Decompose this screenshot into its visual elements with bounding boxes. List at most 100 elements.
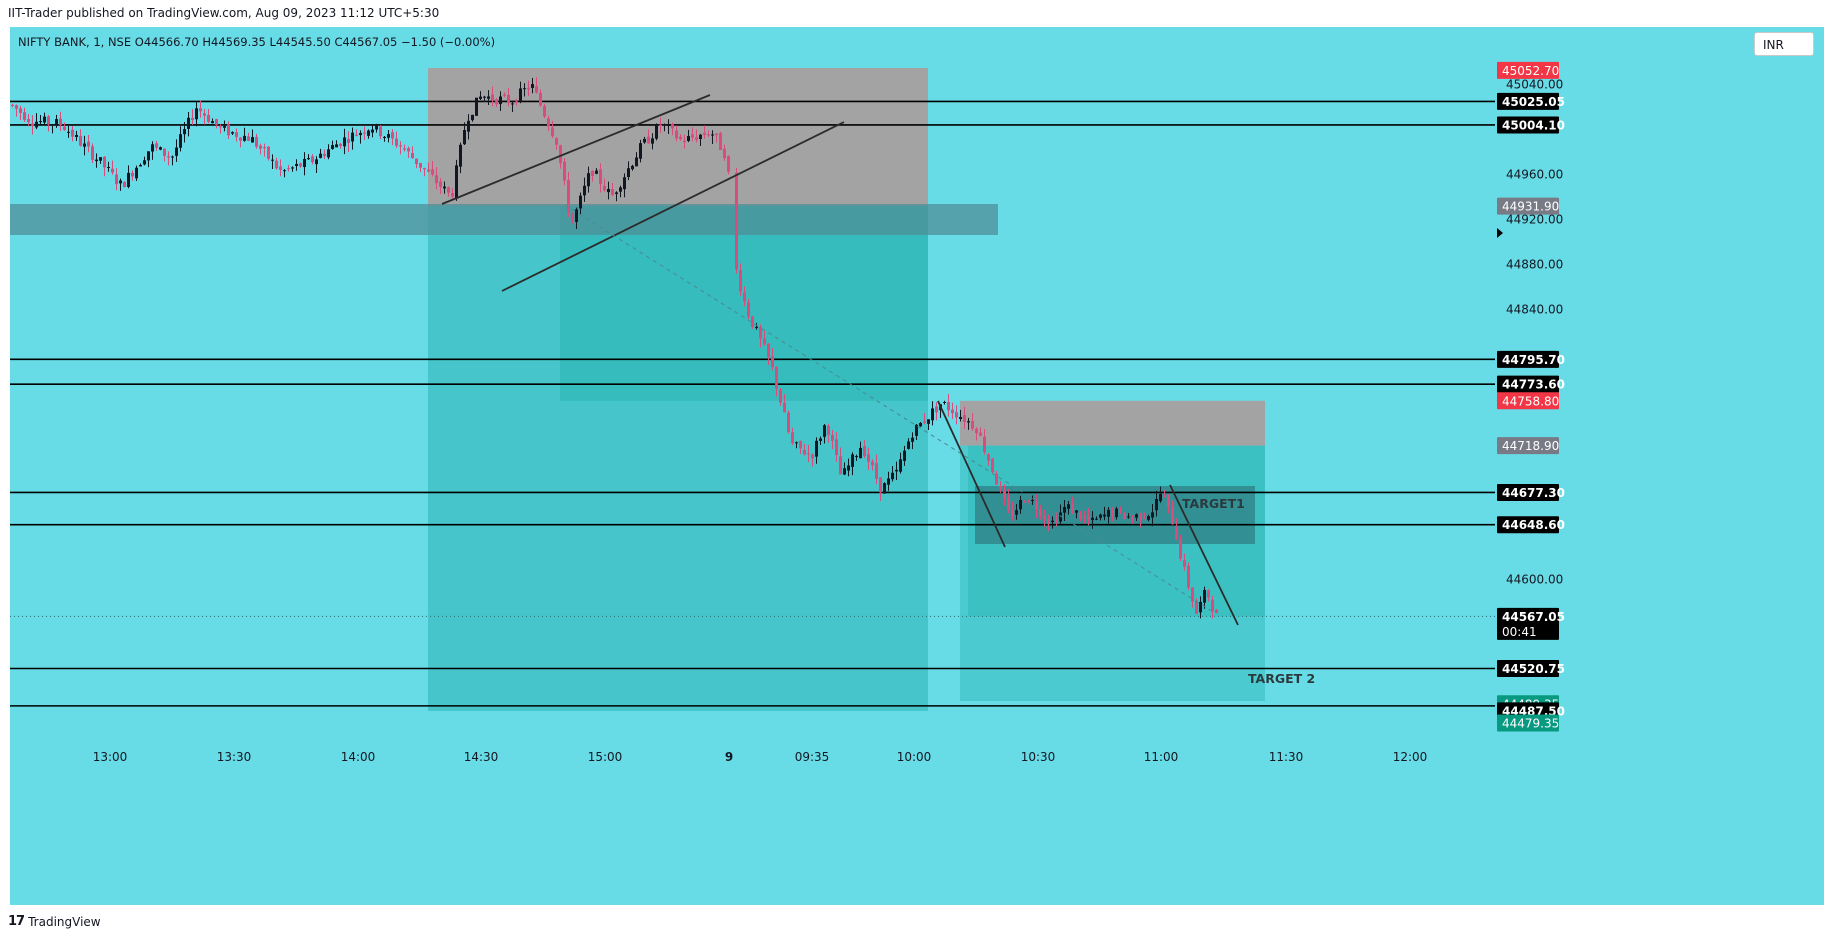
candle-body: [1039, 509, 1042, 517]
supply-zone-band[interactable]: [10, 204, 998, 235]
price-axis-background[interactable]: [1497, 27, 1824, 905]
candle-body: [1083, 516, 1086, 518]
price-tag[interactable]: [1497, 437, 1559, 455]
candle-body: [151, 144, 154, 152]
candle-body: [247, 136, 250, 141]
candle-body: [643, 138, 646, 143]
candle-body: [407, 148, 410, 152]
candle-body: [259, 145, 262, 149]
candle-body: [223, 125, 226, 128]
time-axis-tick: 11:30: [1269, 750, 1304, 764]
price-tag[interactable]: [1497, 116, 1559, 134]
price-tag[interactable]: [1497, 61, 1559, 79]
price-tag-label: 44795.70: [1502, 353, 1565, 367]
candle-body: [175, 147, 178, 156]
candle-body: [411, 153, 414, 159]
candle-body: [387, 134, 390, 138]
candle-body: [1131, 517, 1134, 519]
candle-body: [51, 124, 54, 126]
candle-body: [855, 456, 858, 458]
candle-body: [1055, 519, 1058, 523]
candle-body: [271, 159, 274, 161]
candle-body: [695, 137, 698, 140]
candle-body: [471, 114, 474, 121]
price-tag-label: 45025.05: [1502, 95, 1565, 109]
candle-body: [867, 454, 870, 462]
candle-body: [579, 195, 582, 209]
candle-body: [99, 157, 102, 161]
price-axis-tick: 44840.00: [1506, 303, 1563, 317]
falling-trendline-2[interactable]: [1169, 484, 1239, 626]
candle-body: [983, 436, 986, 453]
candle-body: [395, 138, 398, 146]
price-tag-label: 44773.60: [1502, 378, 1565, 392]
candle-body: [263, 147, 266, 149]
candle-body: [375, 124, 378, 130]
candle-body: [519, 88, 522, 102]
price-tag[interactable]: [1497, 350, 1559, 368]
candle-body: [307, 158, 310, 160]
candle-body: [639, 143, 642, 159]
price-tag[interactable]: [1497, 659, 1559, 677]
candle-body: [863, 446, 866, 457]
candle-body: [859, 447, 862, 459]
candle-body: [1163, 495, 1166, 497]
rising-channel-upper-line[interactable]: [441, 94, 711, 205]
tradingview-footer: 17 TradingView: [8, 914, 101, 929]
chart-frame[interactable]: TARGET1 TARGET 2 45040.00 44960.00 44920.00 4…: [10, 27, 1824, 905]
candle-body: [1195, 600, 1198, 614]
short-position2-stop-zone[interactable]: [960, 400, 1265, 446]
currency-button[interactable]: INR: [1754, 32, 1814, 56]
candle-body: [479, 96, 482, 99]
candle-body: [911, 437, 914, 442]
candle-body: [39, 121, 42, 123]
candle-body: [323, 153, 326, 157]
candle-body: [207, 115, 210, 122]
candle-body: [707, 134, 710, 136]
price-tag[interactable]: [1497, 375, 1559, 393]
candle-body: [607, 188, 610, 193]
candle-body: [131, 172, 134, 177]
falling-trendline-1[interactable]: [937, 400, 1006, 548]
candle-body: [575, 209, 578, 222]
price-tag[interactable]: [1497, 197, 1559, 215]
price-tag[interactable]: [1497, 607, 1559, 640]
price-tag[interactable]: [1497, 392, 1559, 410]
candle-body: [1015, 510, 1018, 515]
price-tag[interactable]: [1497, 483, 1559, 501]
candle-body: [739, 270, 742, 292]
candle-body: [927, 419, 930, 424]
candle-body: [659, 124, 662, 127]
candle-body: [743, 292, 746, 302]
candle-body: [647, 136, 650, 144]
time-axis-tick: 13:30: [217, 750, 252, 764]
candle-body: [567, 180, 570, 213]
rising-channel-lower-line[interactable]: [501, 121, 845, 292]
candle-body: [699, 134, 702, 139]
candle-body: [67, 131, 70, 133]
candle-body: [1111, 509, 1114, 517]
candle-body: [367, 130, 370, 136]
candle-body: [1147, 516, 1150, 520]
candle-body: [555, 138, 558, 145]
price-tag[interactable]: [1497, 92, 1559, 110]
candle-body: [427, 169, 430, 172]
candle-body: [1155, 499, 1158, 511]
candle-body: [319, 153, 322, 158]
candle-body: [783, 402, 786, 413]
price-tag[interactable]: [1497, 516, 1559, 534]
price-axis-tick: 44920.00: [1506, 213, 1563, 227]
candle-body: [135, 167, 138, 179]
candle-body: [815, 440, 818, 457]
candle-body: [1023, 501, 1026, 503]
candle-body: [159, 147, 162, 150]
price-tag[interactable]: [1497, 714, 1559, 732]
candle-body: [551, 127, 554, 137]
candle-body: [1003, 489, 1006, 499]
candle-body: [1203, 589, 1206, 603]
candle-body: [919, 422, 922, 427]
candle-body: [935, 406, 938, 413]
candle-body: [747, 302, 750, 317]
candle-body: [83, 143, 86, 147]
